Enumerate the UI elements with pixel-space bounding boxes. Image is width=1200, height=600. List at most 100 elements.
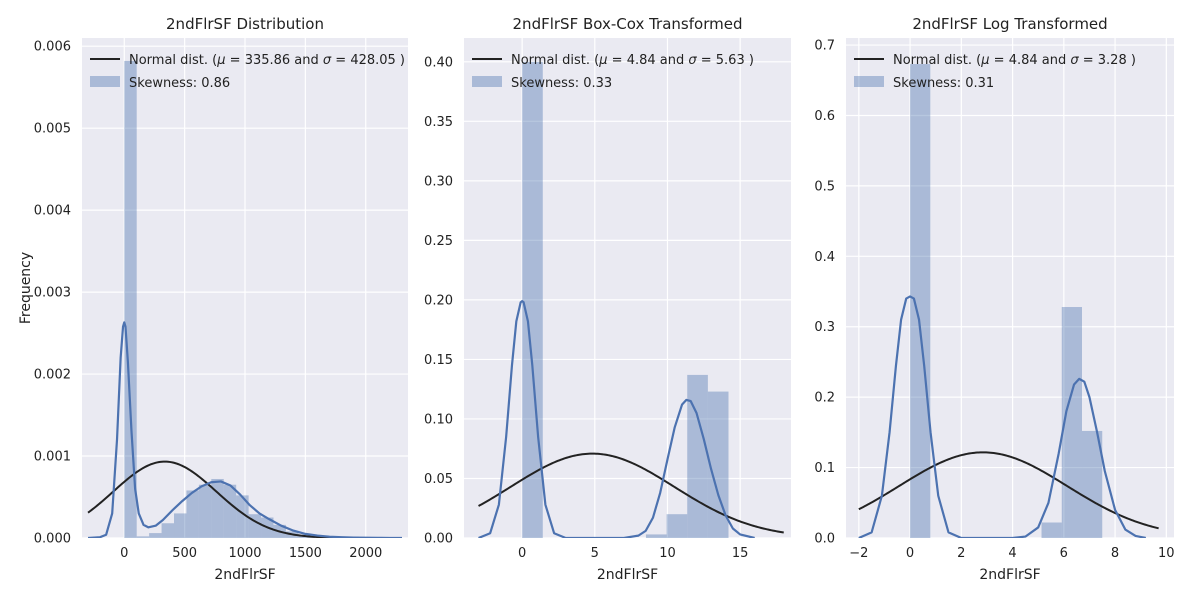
y-tick-label: 0.05: [424, 472, 453, 487]
legend-normal-text: σ: [323, 53, 332, 68]
x-tick-label: 8: [1111, 546, 1119, 561]
legend-skewness-label: Skewness: 0.31: [893, 76, 994, 91]
x-axis-label: 2ndFlrSF: [597, 567, 658, 583]
y-tick-label: 0.006: [34, 40, 71, 55]
plot-marks: [478, 61, 784, 538]
histogram-bar: [186, 490, 199, 538]
panel-distribution: 0 500 1000 1500 2000 0.000 0.001 0.002 0.003 0.00…: [18, 15, 408, 583]
legend-normal-label: Normal dist. (μ = 335.86 and σ = 428.05 …: [129, 53, 405, 68]
x-tick-label: 4: [1008, 546, 1016, 561]
histogram-bar: [522, 61, 543, 538]
y-tick-label: 0.35: [424, 115, 453, 130]
x-tick-label: 1500: [289, 546, 322, 561]
y-tick-label: 0.40: [424, 55, 453, 70]
legend-skewness-label: Skewness: 0.33: [511, 76, 612, 91]
y-tick-label: 0.7: [814, 39, 835, 54]
x-tick-label: 0: [518, 546, 526, 561]
legend-normal-text: σ: [1070, 53, 1079, 68]
histogram-bar: [1082, 430, 1103, 538]
y-tick-label: 0.000: [34, 532, 71, 547]
chart-title: 2ndFlrSF Distribution: [166, 15, 324, 33]
y-tick-label: 0.30: [424, 174, 453, 189]
histogram-bar: [161, 523, 175, 538]
legend-skewness-swatch: [854, 76, 884, 87]
y-tick-label: 0.3: [814, 320, 835, 335]
legend-normal-text: = 5.63 ): [697, 53, 754, 68]
kde-line: [87, 321, 402, 538]
histogram-bar: [1041, 522, 1062, 538]
legend-normal-text: Normal dist. (: [511, 53, 599, 68]
histogram-bar: [1061, 307, 1083, 538]
legend-normal-text: = 335.86 and: [226, 53, 323, 68]
x-tick-label: 1000: [228, 546, 261, 561]
chart-title: 2ndFlrSF Box-Cox Transformed: [513, 15, 743, 33]
x-tick-label: 6: [1060, 546, 1068, 561]
histogram-bar: [910, 64, 931, 538]
legend-normal-text: = 428.05 ): [331, 53, 405, 68]
legend-normal-text: μ: [216, 53, 225, 68]
y-tick-label: 0.1: [814, 461, 835, 476]
histogram-bar: [136, 536, 150, 538]
kde-line: [478, 300, 755, 538]
histogram-bar: [687, 374, 708, 538]
legend-normal-text: Normal dist. (: [129, 53, 217, 68]
legend-normal-text: μ: [980, 53, 989, 68]
y-tick-label: 0.15: [424, 353, 453, 368]
y-tick-label: 0.003: [34, 286, 71, 301]
histogram-bar: [707, 391, 729, 538]
x-tick-label: −2: [849, 546, 868, 561]
x-tick-label: 15: [732, 546, 749, 561]
histogram-bar: [124, 60, 137, 538]
histogram-bar: [666, 514, 688, 538]
normal-fit-line: [858, 451, 1159, 530]
histogram-bar: [236, 495, 249, 538]
legend-skewness-swatch: [90, 76, 120, 87]
legend-normal-text: μ: [598, 53, 607, 68]
legend-normal-text: = 4.84 and: [608, 53, 689, 68]
legend-skewness-swatch: [472, 76, 502, 87]
histogram-bar: [645, 534, 667, 538]
y-axis-label: Frequency: [18, 252, 34, 324]
kde-line: [858, 295, 1147, 538]
x-tick-label: 10: [659, 546, 676, 561]
legend-normal-text: = 4.84 and: [990, 53, 1071, 68]
x-axis-label: 2ndFlrSF: [979, 567, 1040, 583]
y-tick-label: 0.10: [424, 412, 453, 427]
y-tick-label: 0.00: [424, 532, 453, 547]
y-tick-label: 0.25: [424, 234, 453, 249]
x-tick-label: 5: [591, 546, 599, 561]
panel-log: −2 0 2 4 6 8 10 0.0 0.1 0.2 0.3 0.4 0.5 0.6 0.7 2ndFlrS…: [814, 15, 1174, 583]
legend-normal-text: σ: [688, 53, 697, 68]
histogram-bar: [149, 533, 162, 538]
legend-normal-label: Normal dist. (μ = 4.84 and σ = 3.28 ): [893, 53, 1136, 68]
y-tick-label: 0.005: [34, 122, 71, 137]
x-tick-label: 2: [957, 546, 965, 561]
histogram-bar: [211, 478, 224, 538]
x-tick-label: 0: [906, 546, 914, 561]
chart-title: 2ndFlrSF Log Transformed: [912, 15, 1107, 33]
histogram-bar: [198, 484, 212, 538]
y-tick-label: 0.5: [814, 179, 835, 194]
x-axis-label: 2ndFlrSF: [214, 567, 275, 583]
histogram-bar: [223, 484, 237, 538]
y-tick-label: 0.2: [814, 391, 835, 406]
y-tick-label: 0.002: [34, 368, 71, 383]
x-tick-label: 10: [1158, 546, 1175, 561]
legend-normal-text: = 3.28 ): [1079, 53, 1136, 68]
y-tick-label: 0.20: [424, 293, 453, 308]
y-tick-label: 0.6: [814, 109, 835, 124]
plot-marks: [858, 64, 1159, 538]
plot-area: [846, 38, 1174, 538]
legend-normal-text: Normal dist. (: [893, 53, 981, 68]
histogram-bar: [174, 513, 187, 538]
y-tick-label: 0.004: [34, 204, 71, 219]
plot-area: [464, 38, 791, 538]
y-tick-label: 0.4: [814, 250, 835, 265]
panel-boxcox: 0 5 10 15 0.00 0.05 0.10 0.15 0.20 0.25 0.30 0.35 0.…: [424, 15, 791, 583]
plot-marks: [87, 60, 402, 538]
x-tick-label: 0: [120, 546, 128, 561]
x-tick-label: 500: [172, 546, 197, 561]
legend-skewness-label: Skewness: 0.86: [129, 76, 230, 91]
normal-fit-line: [478, 452, 784, 534]
